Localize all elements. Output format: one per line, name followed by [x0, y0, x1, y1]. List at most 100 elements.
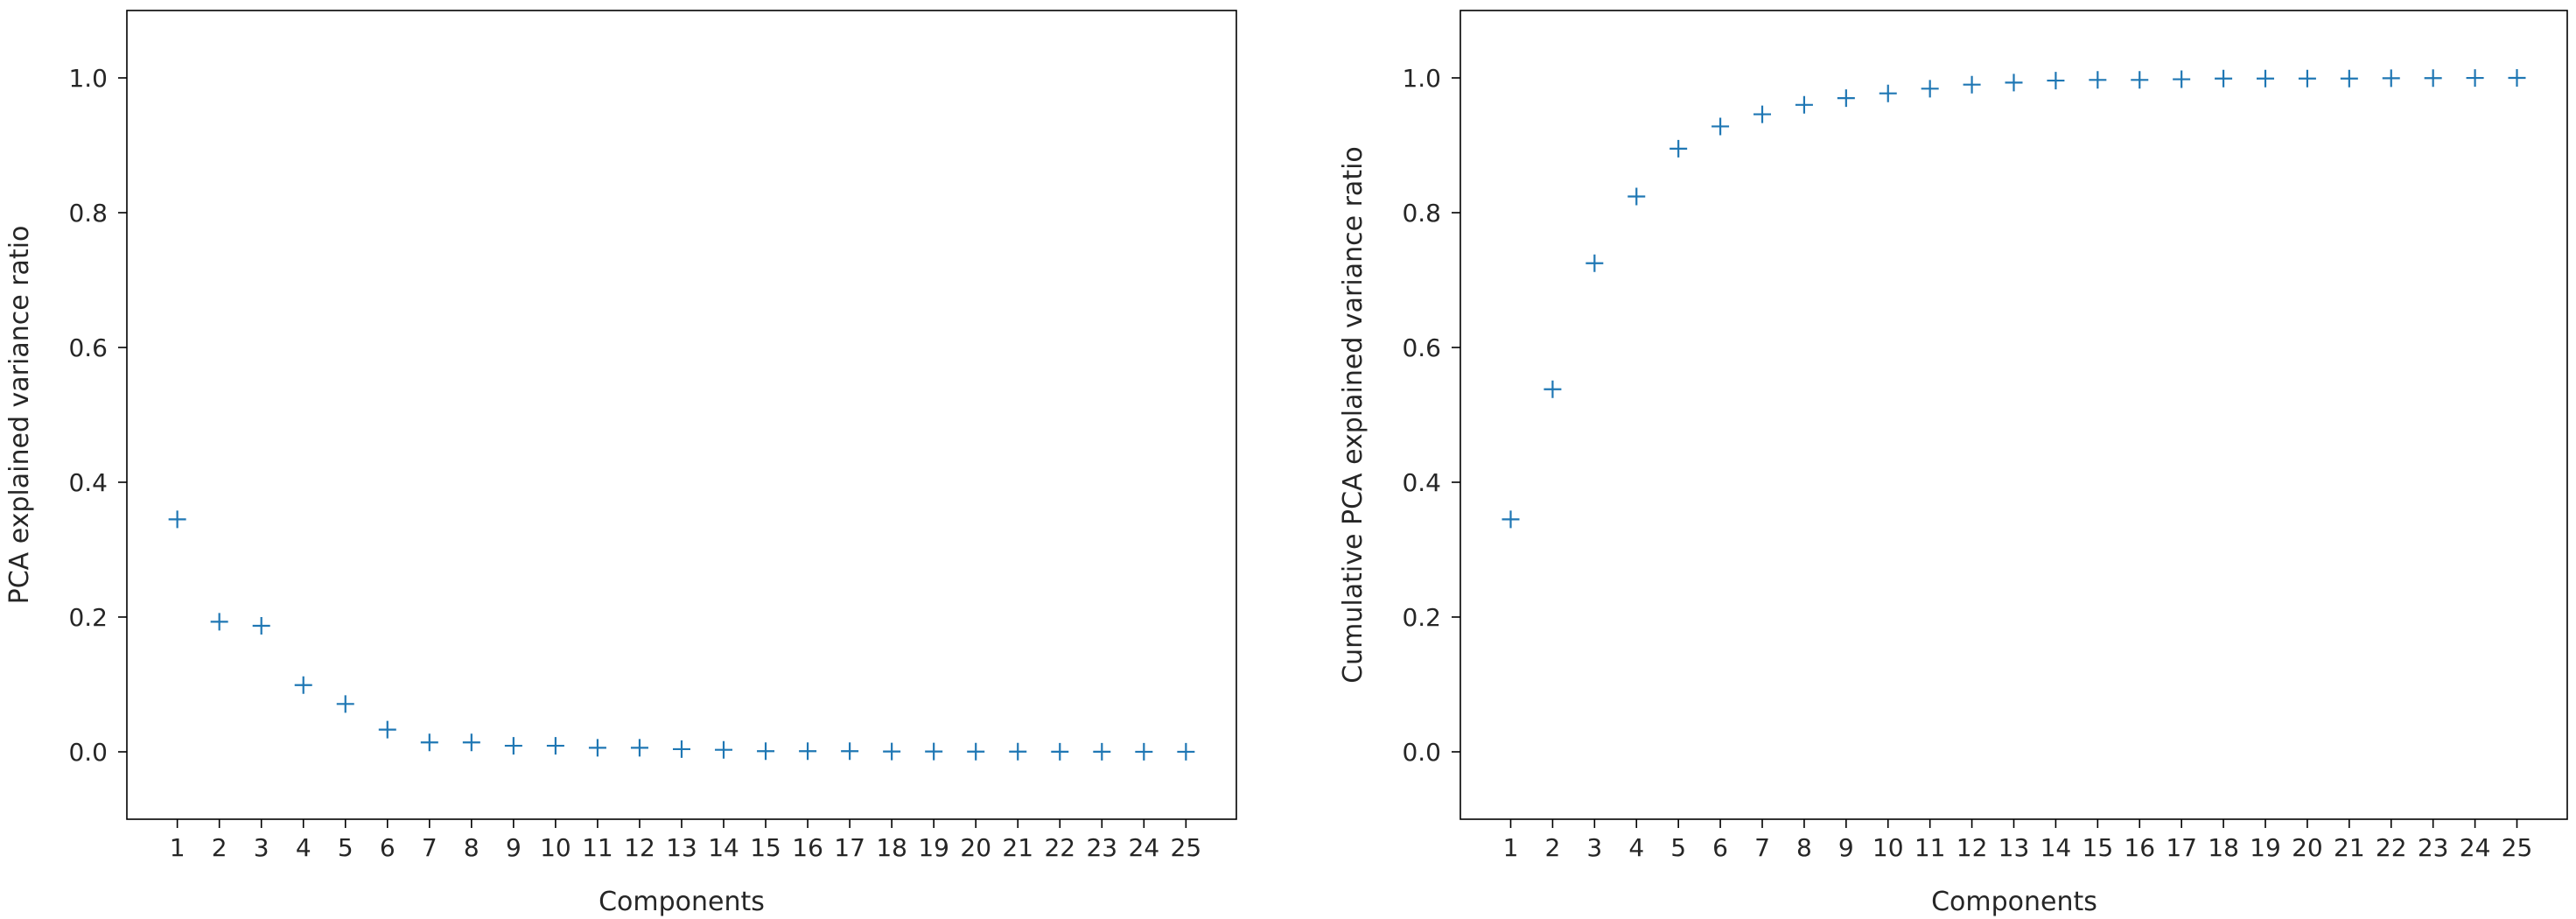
data-point	[588, 739, 606, 757]
x-tick-label: 21	[1002, 833, 1033, 862]
plot-frame	[126, 10, 1237, 820]
x-tick-label: 12	[1956, 833, 1988, 862]
y-tick-label: 0.2	[1402, 603, 1441, 632]
y-tick-label: 0.2	[68, 603, 108, 632]
data-point	[1544, 380, 1562, 398]
x-tick-label: 13	[1998, 833, 2030, 862]
data-point	[252, 617, 270, 635]
x-tick-label: 9	[506, 833, 522, 862]
data-point	[2466, 69, 2484, 88]
y-axis-title: PCA explained variance ratio	[4, 226, 35, 605]
x-tick-label: 16	[2124, 833, 2155, 862]
data-point	[2047, 72, 2065, 90]
x-axis-title: Components	[598, 887, 765, 917]
data-point	[2215, 69, 2233, 88]
y-ticks: 0.0 0.2 0.4 0.6 0.8 1.0	[68, 64, 127, 767]
x-tick-label: 8	[1796, 833, 1812, 862]
data-point	[841, 742, 859, 761]
data-point	[546, 737, 564, 755]
x-tick-label: 22	[2376, 833, 2407, 862]
data-point	[715, 740, 733, 759]
x-tick-label: 23	[1086, 833, 1117, 862]
data-point	[2508, 69, 2526, 87]
data-point	[799, 742, 817, 761]
x-tick-label: 6	[1712, 833, 1728, 862]
x-ticks: 1 2 3 4 5 6 7 8 9 10 11 12 13 14 15 16 17 18 19 20 21 22 23 24 2…	[170, 819, 1201, 862]
data-point	[673, 740, 690, 758]
x-tick-label: 4	[296, 833, 312, 862]
x-tick-label: 13	[666, 833, 697, 862]
data-point	[2340, 69, 2358, 88]
x-tick-label: 25	[2502, 833, 2533, 862]
x-tick-label: 10	[540, 833, 571, 862]
data-point	[504, 737, 522, 755]
x-tick-label: 3	[254, 833, 270, 862]
x-tick-label: 9	[1838, 833, 1854, 862]
y-tick-label: 0.4	[68, 468, 108, 497]
plot-frame	[1460, 10, 2568, 820]
data-point	[1754, 105, 1771, 123]
data-point	[420, 733, 438, 752]
x-tick-label: 12	[624, 833, 655, 862]
data-point	[1963, 75, 1981, 94]
data-point	[2005, 74, 2023, 92]
y-axis-title: Cumulative PCA explained variance ratio	[1338, 146, 1368, 684]
explained-variance-chart: 1 2 3 4 5 6 7 8 9 10 11 12 13 14 15 16 17 18 19 20 21 22 23 24 2…	[4, 10, 1237, 917]
data-point	[967, 742, 985, 761]
x-tick-label: 17	[834, 833, 865, 862]
data-point	[757, 742, 775, 761]
data-point	[2382, 69, 2400, 88]
x-tick-label: 18	[2208, 833, 2239, 862]
data-point	[2424, 69, 2442, 88]
x-tick-label: 5	[338, 833, 354, 862]
data-point	[1670, 139, 1688, 158]
y-tick-label: 0.0	[68, 738, 108, 767]
data-point	[1051, 742, 1069, 761]
plot-area	[1460, 11, 2567, 819]
x-tick-label: 15	[750, 833, 781, 862]
data-point	[2131, 71, 2149, 89]
y-tick-label: 0.6	[68, 333, 108, 362]
data-point	[1921, 80, 1939, 98]
data-point	[462, 733, 480, 752]
x-tick-label: 16	[792, 833, 823, 862]
x-tick-label: 24	[1129, 833, 1160, 862]
data-point	[2173, 70, 2191, 88]
data-point	[2257, 69, 2274, 88]
y-tick-label: 0.6	[1402, 333, 1441, 362]
x-tick-label: 7	[422, 833, 438, 862]
x-tick-label: 3	[1586, 833, 1602, 862]
x-tick-label: 4	[1628, 833, 1644, 862]
data-point	[2298, 69, 2316, 88]
y-tick-label: 0.4	[1402, 468, 1441, 497]
plot-area	[127, 11, 1236, 819]
x-tick-label: 11	[1914, 833, 1946, 862]
data-point	[925, 742, 943, 761]
x-tick-label: 22	[1044, 833, 1075, 862]
data-point	[883, 742, 901, 761]
x-tick-label: 2	[1545, 833, 1561, 862]
x-ticks: 1 2 3 4 5 6 7 8 9 10 11 12 13 14 15 16 17 18 19 20 21 22 23 24 2…	[1503, 819, 2533, 862]
data-point	[168, 510, 186, 529]
x-tick-label: 18	[876, 833, 907, 862]
x-tick-label: 15	[2082, 833, 2114, 862]
data-points	[168, 510, 1195, 761]
cumulative-variance-chart: 1 2 3 4 5 6 7 8 9 10 11 12 13 14 15 16 17 18 19 20 21 22 23 24 2…	[1338, 10, 2568, 917]
y-tick-label: 0.8	[1402, 199, 1441, 228]
y-ticks: 0.0 0.2 0.4 0.6 0.8 1.0	[1402, 64, 1460, 767]
x-tick-label: 19	[2250, 833, 2281, 862]
x-tick-label: 14	[2040, 833, 2072, 862]
data-point	[630, 739, 648, 757]
data-point	[1093, 742, 1111, 761]
x-tick-label: 17	[2166, 833, 2197, 862]
x-tick-label: 24	[2460, 833, 2491, 862]
data-point	[294, 676, 312, 694]
data-point	[210, 613, 228, 631]
data-point	[1502, 510, 1520, 529]
x-tick-label: 11	[582, 833, 613, 862]
data-point	[1837, 89, 1855, 108]
x-tick-label: 10	[1872, 833, 1904, 862]
x-tick-label: 20	[960, 833, 991, 862]
data-point	[1586, 254, 1604, 272]
